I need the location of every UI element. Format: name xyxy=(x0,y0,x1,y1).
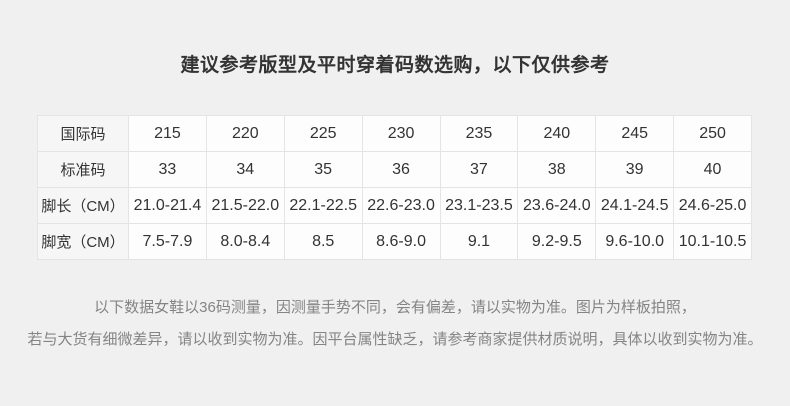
size-cell: 9.2-9.5 xyxy=(517,223,597,260)
size-cell: 240 xyxy=(517,115,597,152)
size-cell: 220 xyxy=(205,115,285,152)
size-cell: 24.6-25.0 xyxy=(673,187,752,224)
size-cell: 34 xyxy=(205,151,285,188)
row-label-standard-size: 标准码 xyxy=(37,151,129,188)
size-cell: 225 xyxy=(283,115,363,152)
size-cell: 7.5-7.9 xyxy=(128,223,207,260)
size-cell: 35 xyxy=(283,151,363,188)
row-label-foot-width: 脚宽（CM） xyxy=(37,223,129,260)
size-cell: 230 xyxy=(361,115,441,152)
size-cell: 37 xyxy=(439,151,519,188)
size-cell: 38 xyxy=(517,151,597,188)
size-cell: 36 xyxy=(361,151,441,188)
size-cell: 23.6-24.0 xyxy=(517,187,597,224)
disclaimer-text: 以下数据女鞋以36码测量，因测量手势不同，会有偏差，请以实物为准。图片为样板拍照… xyxy=(0,292,790,356)
disclaimer-line-1: 以下数据女鞋以36码测量，因测量手势不同，会有偏差，请以实物为准。图片为样板拍照… xyxy=(94,299,696,316)
table-row-foot-width: 脚宽（CM） 7.5-7.9 8.0-8.4 8.5 8.6-9.0 9.1 9… xyxy=(37,223,752,260)
size-cell: 39 xyxy=(595,151,675,188)
size-cell: 8.5 xyxy=(283,223,363,260)
size-cell: 215 xyxy=(128,115,207,152)
size-reference-table: 国际码 215 220 225 230 235 240 245 250 标准码 … xyxy=(37,115,752,260)
size-cell: 8.0-8.4 xyxy=(205,223,285,260)
table-row-international-size: 国际码 215 220 225 230 235 240 245 250 xyxy=(37,115,752,152)
size-cell: 250 xyxy=(673,115,752,152)
size-cell: 24.1-24.5 xyxy=(595,187,675,224)
table-row-standard-size: 标准码 33 34 35 36 37 38 39 40 xyxy=(37,151,752,188)
size-cell: 9.6-10.0 xyxy=(595,223,675,260)
row-label-foot-length: 脚长（CM） xyxy=(37,187,129,224)
size-cell: 22.6-23.0 xyxy=(361,187,441,224)
size-cell: 9.1 xyxy=(439,223,519,260)
row-label-international-size: 国际码 xyxy=(37,115,129,152)
size-cell: 22.1-22.5 xyxy=(283,187,363,224)
disclaimer-line-2: 若与大货有细微差异，请以收到实物为准。因平台属性缺乏，请参考商家提供材质说明，具… xyxy=(27,331,763,348)
size-cell: 8.6-9.0 xyxy=(361,223,441,260)
size-cell: 21.5-22.0 xyxy=(205,187,285,224)
size-cell: 33 xyxy=(128,151,207,188)
page-title: 建议参考版型及平时穿着码数选购，以下仅供参考 xyxy=(180,55,610,76)
size-cell: 23.1-23.5 xyxy=(439,187,519,224)
table-row-foot-length: 脚长（CM） 21.0-21.4 21.5-22.0 22.1-22.5 22.… xyxy=(37,187,752,224)
size-cell: 235 xyxy=(439,115,519,152)
size-cell: 245 xyxy=(595,115,675,152)
size-cell: 10.1-10.5 xyxy=(673,223,752,260)
size-cell: 21.0-21.4 xyxy=(128,187,207,224)
size-cell: 40 xyxy=(673,151,752,188)
